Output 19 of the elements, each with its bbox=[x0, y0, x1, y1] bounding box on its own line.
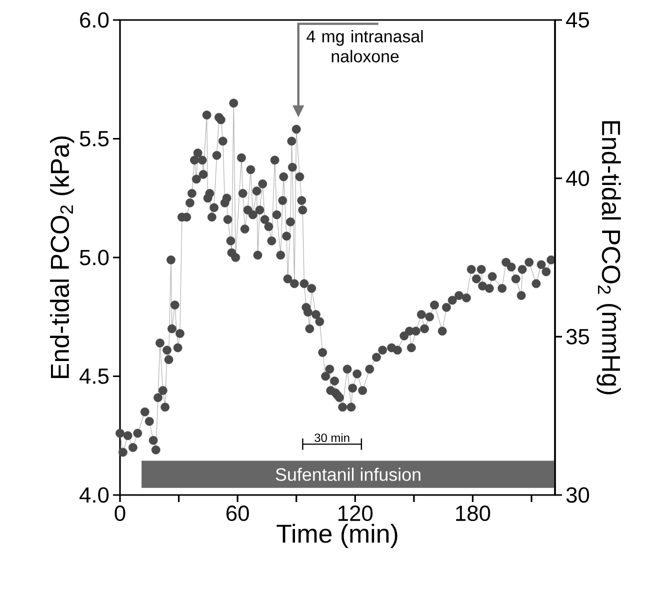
annotation: 30 min bbox=[314, 433, 350, 442]
x-tick-label: 0 bbox=[114, 506, 126, 522]
y2-axis-title: End-tidal PCO$_{2}$ (mmHg) bbox=[596, 121, 621, 394]
y-tick-label: 4.5 bbox=[80, 368, 109, 384]
y2-tick-label: 45 bbox=[566, 12, 589, 28]
y-tick-label: 6.0 bbox=[80, 12, 109, 28]
y2-tick-label: 35 bbox=[566, 328, 589, 344]
annotation: 4 mg intranasal naloxone bbox=[306, 30, 423, 62]
x-tick-label: 180 bbox=[456, 506, 490, 522]
y2-tick-label: 30 bbox=[566, 487, 590, 503]
x-tick-label: 120 bbox=[338, 506, 373, 522]
y-axis-title: End-tidal PCO$_{2}$ (kPa) bbox=[50, 136, 74, 378]
y2-tick-label: 40 bbox=[566, 170, 590, 186]
y-tick-label: 4.0 bbox=[80, 487, 109, 503]
y-tick-label: 5.5 bbox=[80, 131, 109, 146]
x-tick-label: 60 bbox=[226, 506, 249, 522]
y-tick-label: 5.0 bbox=[80, 250, 109, 266]
band-label: Sufentanil infusion bbox=[276, 468, 420, 481]
x-axis-title: Time (min) bbox=[276, 524, 398, 548]
